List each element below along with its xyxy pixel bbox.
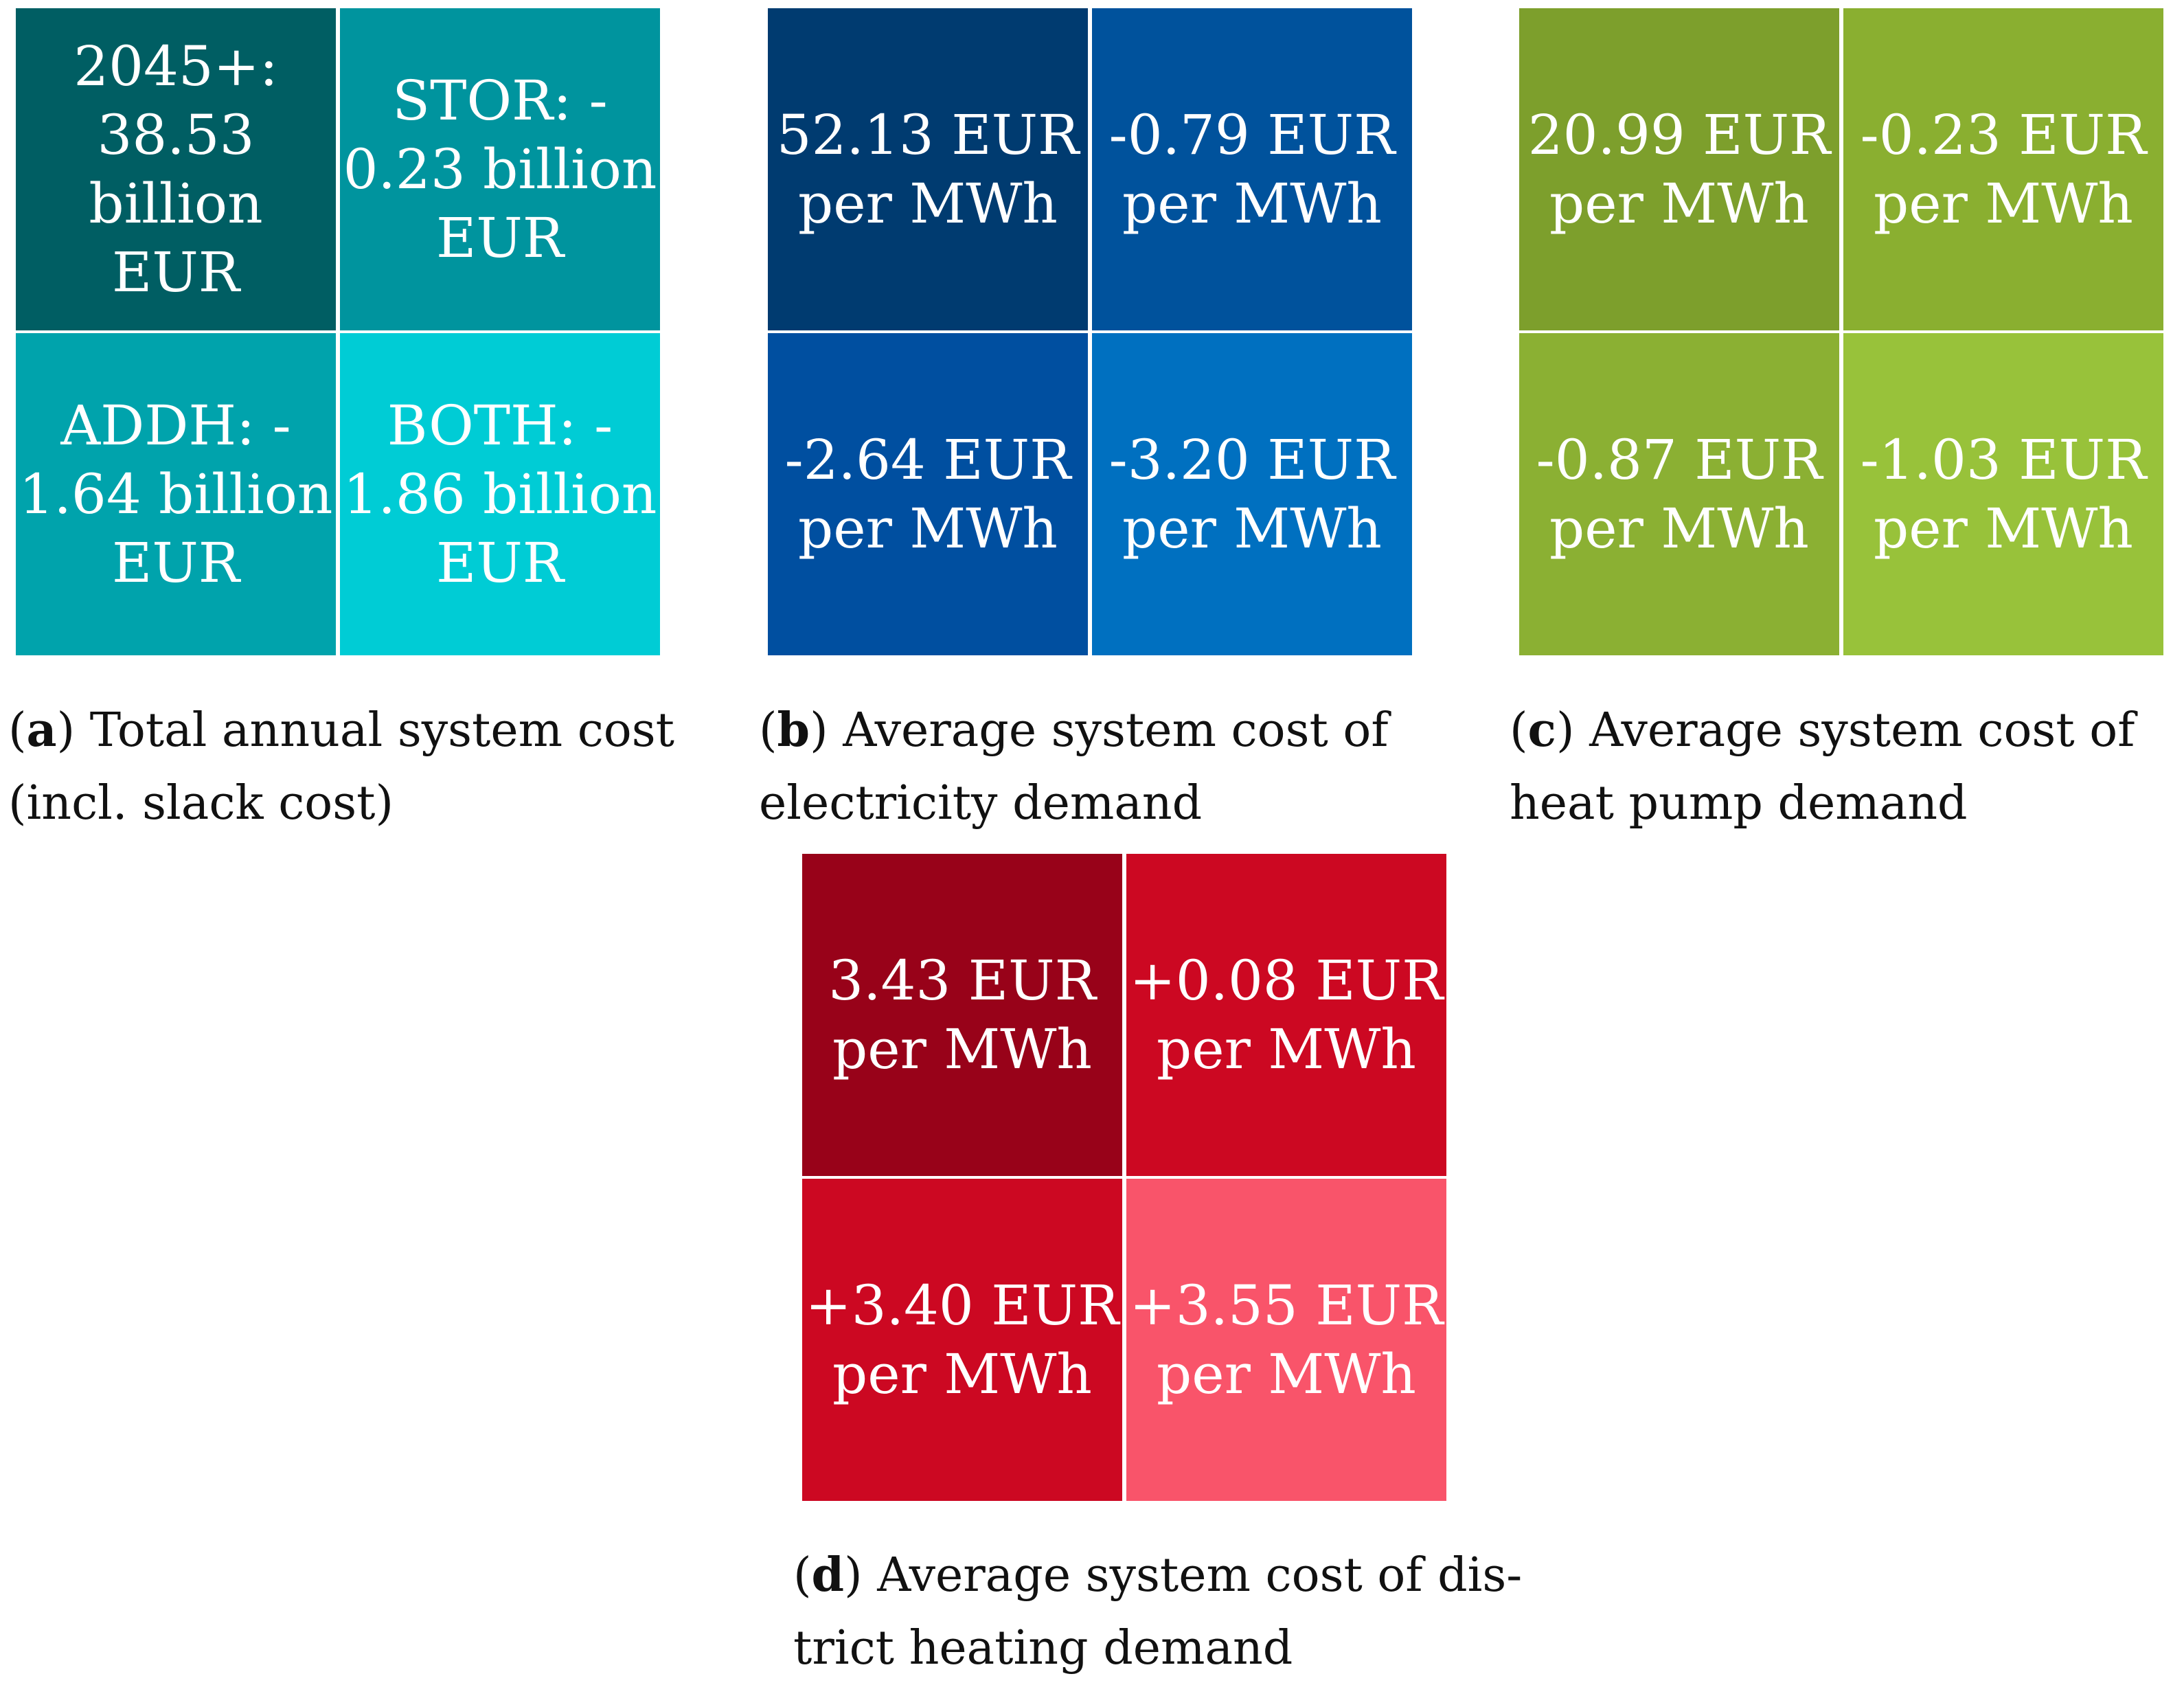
panel-d-grid: 3.43 EUR per MWh +0.08 EUR per MWh +3.40…: [802, 854, 1446, 1501]
tile-text: -2.64 EUR: [784, 427, 1071, 492]
tile-text: per MWh: [1549, 496, 1809, 561]
caption-label: c: [1527, 703, 1556, 758]
panel-d-tile-2: +0.08 EUR per MWh: [1126, 854, 1446, 1176]
caption-text: electricity demand: [759, 776, 1203, 830]
panel-b-caption: (b) Average system cost of electricity d…: [759, 694, 1429, 840]
tile-text: per MWh: [1874, 171, 2133, 236]
tile-text: EUR: [435, 530, 565, 595]
panel-a-tile-2045: 2045+: 38.53 billion EUR: [16, 8, 336, 330]
tile-text: 1.86 billion: [343, 462, 657, 526]
caption-line: (c) Average system cost of: [1510, 703, 2135, 758]
panel-c-grid: 20.99 EUR per MWh -0.23 EUR per MWh -0.8…: [1519, 8, 2163, 655]
tile-text: per MWh: [1549, 171, 1809, 236]
caption-text: heat pump demand: [1510, 776, 1968, 830]
panel-d-caption: (d) Average system cost of dis- trict he…: [793, 1539, 1523, 1685]
panel-c-caption: (c) Average system cost of heat pump dem…: [1510, 694, 2176, 840]
tile-text: -3.20 EUR: [1108, 427, 1396, 492]
tile-text: BOTH: -: [387, 393, 613, 457]
panel-d-tile-1: 3.43 EUR per MWh: [802, 854, 1122, 1176]
panel-a-tile-stor: STOR: - 0.23 billion EUR: [340, 8, 660, 330]
caption-text: Average system cost of: [1589, 703, 2135, 758]
panel-a-caption: (a) Total annual system cost (incl. slac…: [8, 694, 678, 840]
caption-text: Average system cost of dis-: [877, 1548, 1523, 1603]
panel-b-grid: 52.13 EUR per MWh -0.79 EUR per MWh -2.6…: [768, 8, 1412, 655]
caption-line: (b) Average system cost of: [759, 703, 1389, 758]
caption-label: a: [26, 703, 57, 758]
panel-a-tile-both: BOTH: - 1.86 billion EUR: [340, 333, 660, 655]
tile-text: 20.99 EUR: [1527, 102, 1831, 167]
tile-text: per MWh: [1874, 496, 2133, 561]
tile-text: -0.23 EUR: [1860, 102, 2147, 167]
panel-c-tile-3: -0.87 EUR per MWh: [1519, 333, 1839, 655]
tile-text: per MWh: [1122, 171, 1382, 236]
tile-text: per MWh: [832, 1342, 1092, 1406]
tile-text: per MWh: [1122, 496, 1382, 561]
panel-d-tile-4: +3.55 EUR per MWh: [1126, 1179, 1446, 1501]
panel-b-tile-1: 52.13 EUR per MWh: [768, 8, 1088, 330]
tile-text: +3.40 EUR: [805, 1273, 1119, 1337]
tile-text: 2045+:: [73, 34, 278, 98]
tile-text: 1.64 billion: [19, 462, 333, 526]
caption-line: (d) Average system cost of dis-: [793, 1548, 1523, 1603]
tile-text: EUR: [435, 205, 565, 270]
caption-line: (a) Total annual system cost: [8, 703, 674, 758]
tile-text: -0.87 EUR: [1536, 427, 1823, 492]
tile-text: per MWh: [1157, 1017, 1416, 1081]
tile-text: STOR: -: [392, 68, 608, 133]
tile-text: -1.03 EUR: [1860, 427, 2147, 492]
panel-d-tile-3: +3.40 EUR per MWh: [802, 1179, 1122, 1501]
tile-text: EUR: [111, 240, 240, 304]
panel-b-tile-3: -2.64 EUR per MWh: [768, 333, 1088, 655]
panel-c-tile-2: -0.23 EUR per MWh: [1843, 8, 2163, 330]
tile-text: billion: [89, 171, 263, 236]
panel-c-tile-1: 20.99 EUR per MWh: [1519, 8, 1839, 330]
tile-text: +3.55 EUR: [1129, 1273, 1444, 1337]
tile-text: EUR: [111, 530, 240, 595]
caption-text: Total annual system cost: [89, 703, 674, 758]
tile-text: per MWh: [1157, 1342, 1416, 1406]
tile-text: 3.43 EUR: [828, 948, 1096, 1013]
tile-text: 0.23 billion: [343, 137, 657, 201]
caption-label: b: [777, 703, 810, 758]
tile-text: +0.08 EUR: [1129, 948, 1444, 1013]
tile-text: 52.13 EUR: [776, 102, 1080, 167]
tile-text: -0.79 EUR: [1108, 102, 1396, 167]
panel-c-tile-4: -1.03 EUR per MWh: [1843, 333, 2163, 655]
tile-text: per MWh: [832, 1017, 1092, 1081]
tile-text: per MWh: [798, 496, 1058, 561]
panel-a-tile-addh: ADDH: - 1.64 billion EUR: [16, 333, 336, 655]
caption-text: trict heating demand: [793, 1621, 1293, 1675]
tile-text: ADDH: -: [60, 393, 291, 457]
panel-b-tile-2: -0.79 EUR per MWh: [1092, 8, 1412, 330]
caption-label: d: [811, 1548, 845, 1603]
panel-b-tile-4: -3.20 EUR per MWh: [1092, 333, 1412, 655]
caption-text: Average system cost of: [843, 703, 1389, 758]
caption-text: (incl. slack cost): [8, 776, 394, 830]
panel-a-grid: 2045+: 38.53 billion EUR STOR: - 0.23 bi…: [16, 8, 660, 655]
tile-text: per MWh: [798, 171, 1058, 236]
tile-text: 38.53: [97, 102, 255, 167]
